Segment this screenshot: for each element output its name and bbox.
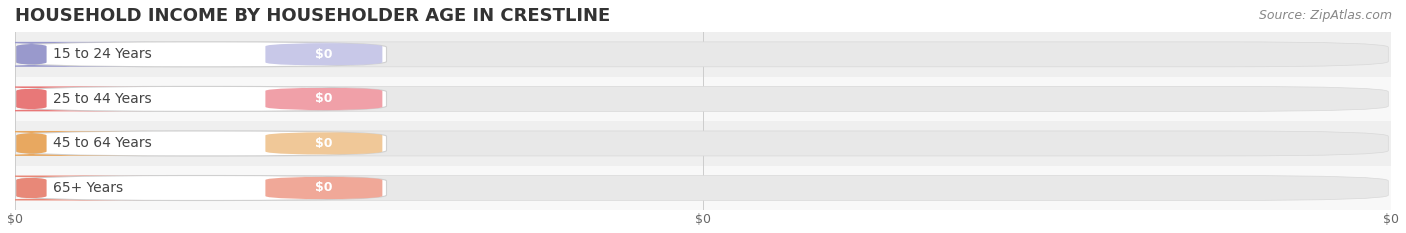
Text: 65+ Years: 65+ Years — [53, 181, 124, 195]
FancyBboxPatch shape — [266, 87, 382, 110]
Text: Source: ZipAtlas.com: Source: ZipAtlas.com — [1258, 9, 1392, 22]
FancyBboxPatch shape — [17, 42, 387, 67]
FancyBboxPatch shape — [17, 175, 1388, 200]
FancyBboxPatch shape — [17, 42, 1388, 67]
Text: 15 to 24 Years: 15 to 24 Years — [53, 47, 152, 61]
Text: HOUSEHOLD INCOME BY HOUSEHOLDER AGE IN CRESTLINE: HOUSEHOLD INCOME BY HOUSEHOLDER AGE IN C… — [15, 7, 610, 25]
FancyBboxPatch shape — [17, 175, 387, 200]
Text: $0: $0 — [315, 93, 333, 105]
Bar — [15, 166, 1391, 210]
FancyBboxPatch shape — [266, 43, 382, 66]
Text: 25 to 44 Years: 25 to 44 Years — [53, 92, 152, 106]
FancyBboxPatch shape — [0, 131, 153, 156]
FancyBboxPatch shape — [266, 176, 382, 200]
Text: $0: $0 — [315, 182, 333, 195]
FancyBboxPatch shape — [0, 42, 153, 67]
Text: $0: $0 — [315, 137, 333, 150]
Bar — [15, 77, 1391, 121]
FancyBboxPatch shape — [17, 86, 387, 111]
FancyBboxPatch shape — [0, 86, 153, 111]
FancyBboxPatch shape — [266, 132, 382, 155]
Bar — [15, 121, 1391, 166]
Text: 45 to 64 Years: 45 to 64 Years — [53, 137, 152, 151]
FancyBboxPatch shape — [17, 131, 1388, 156]
FancyBboxPatch shape — [17, 86, 1388, 111]
FancyBboxPatch shape — [17, 131, 387, 156]
Text: $0: $0 — [315, 48, 333, 61]
Bar — [15, 32, 1391, 77]
FancyBboxPatch shape — [0, 175, 153, 200]
